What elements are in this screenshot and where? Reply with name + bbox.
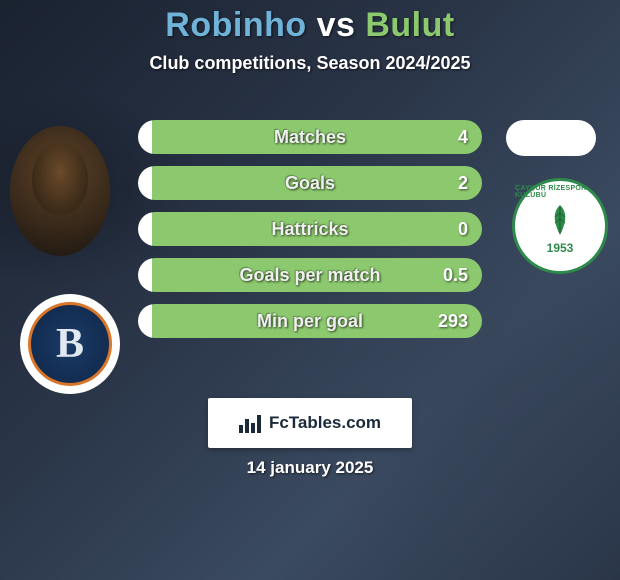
stat-bar: Goals per match0.5 bbox=[138, 258, 482, 292]
stats-container: Matches4 Goals2 Hattricks0 Goals per match0… bbox=[138, 120, 482, 350]
vs-label: vs bbox=[317, 6, 356, 44]
player1-name: Robinho bbox=[165, 6, 306, 44]
player2-club-badge: ÇAYKUR RİZESPOR KULÜBÜ 1953 bbox=[512, 178, 608, 274]
stat-bar: Goals2 bbox=[138, 166, 482, 200]
branding-box: FcTables.com bbox=[208, 398, 412, 448]
stat-bar: Min per goal293 bbox=[138, 304, 482, 338]
player1-club-badge: B bbox=[20, 294, 120, 394]
badge-arc-text: ÇAYKUR RİZESPOR KULÜBÜ bbox=[515, 185, 605, 199]
player2-avatar bbox=[506, 120, 596, 156]
player2-name: Bulut bbox=[365, 6, 454, 44]
comparison-title: Robinho vs Bulut bbox=[0, 0, 620, 45]
tea-leaf-icon bbox=[547, 203, 573, 237]
stat-bar: Matches4 bbox=[138, 120, 482, 154]
stat-bar: Hattricks0 bbox=[138, 212, 482, 246]
badge-letter: B bbox=[56, 320, 84, 368]
branding-text: FcTables.com bbox=[269, 413, 381, 433]
player1-avatar bbox=[10, 126, 110, 256]
bars-icon bbox=[239, 413, 263, 433]
badge-year: 1953 bbox=[547, 241, 574, 255]
date-label: 14 january 2025 bbox=[0, 458, 620, 478]
subtitle: Club competitions, Season 2024/2025 bbox=[0, 53, 620, 74]
